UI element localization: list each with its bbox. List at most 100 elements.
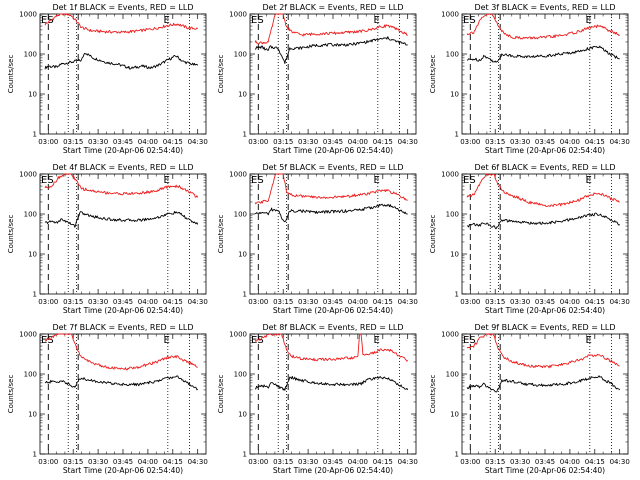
x-tick-label: 03:15 (485, 298, 505, 306)
region-start-label: ES (251, 15, 264, 26)
y-tick-label: 1000 (229, 331, 247, 339)
x-tick-label: 03:30 (298, 458, 318, 466)
x-tick-label: 04:15 (585, 138, 605, 146)
x-tick-label: 04:00 (348, 298, 368, 306)
plot-frame (461, 333, 629, 455)
y-axis-label: Counts/sec (7, 215, 15, 254)
plot-frame (39, 173, 207, 295)
x-tick-label: 03:30 (510, 138, 530, 146)
x-tick-label: 03:30 (88, 138, 108, 146)
x-tick-label: 04:15 (585, 458, 605, 466)
x-tick-label: 04:00 (348, 458, 368, 466)
panel-title: Det 1f BLACK = Events, RED = LLD (52, 3, 193, 12)
x-axis-label: Start Time (20-Apr-06 02:54:40) (63, 466, 183, 475)
y-tick-label: 100 (24, 51, 37, 59)
region-start-label: ES (41, 335, 54, 346)
y-tick-label: 1000 (229, 11, 247, 19)
region-start-label: ES (41, 15, 54, 26)
x-tick-label: 04:15 (163, 458, 183, 466)
x-tick-label: 03:00 (248, 458, 268, 466)
y-tick-label: 10 (28, 411, 37, 419)
x-tick-label: 04:00 (138, 458, 158, 466)
detector-panel-3: Det 3f BLACK = Events, RED = LLD Start Ti… (429, 3, 630, 155)
x-tick-label: 04:15 (163, 298, 183, 306)
x-tick-label: 03:15 (63, 138, 83, 146)
y-tick-label: 1 (455, 131, 459, 139)
x-tick-label: 04:30 (610, 298, 630, 306)
x-tick-label: 03:15 (273, 138, 293, 146)
region-end-label: E (585, 175, 591, 186)
y-tick-label: 100 (24, 211, 37, 219)
y-tick-label: 1 (243, 291, 247, 299)
lld-series-line (466, 333, 620, 369)
detector-panel-9: Det 9f BLACK = Events, RED = LLD Start Ti… (429, 323, 630, 475)
y-tick-label: 1000 (19, 11, 37, 19)
y-axis-label: Counts/sec (7, 55, 15, 94)
x-tick-label: 03:45 (535, 458, 555, 466)
events-series-line (466, 375, 621, 393)
x-tick-label: 04:00 (138, 298, 158, 306)
y-tick-label: 1 (33, 451, 37, 459)
panel-title: Det 3f BLACK = Events, RED = LLD (474, 3, 615, 12)
y-tick-label: 1 (243, 131, 247, 139)
y-tick-label: 10 (238, 91, 247, 99)
x-tick-label: 03:45 (535, 138, 555, 146)
events-series-line (255, 375, 409, 391)
detector-panel-5: Det 5f BLACK = Events, RED = LLD Start Ti… (217, 163, 418, 315)
y-tick-label: 100 (234, 371, 247, 379)
y-tick-label: 1000 (441, 171, 459, 179)
y-tick-label: 100 (24, 371, 37, 379)
region-end-label: E (163, 335, 169, 346)
y-axis-label: Counts/sec (429, 215, 437, 254)
plot-frame (39, 333, 207, 455)
x-tick-label: 03:00 (38, 458, 58, 466)
plot-frame (461, 173, 629, 295)
detector-panel-7: Det 7f BLACK = Events, RED = LLD Start Ti… (7, 323, 208, 475)
events-series-line (466, 212, 621, 230)
lld-series-line (254, 333, 409, 362)
y-tick-label: 10 (238, 251, 247, 259)
y-tick-label: 1 (33, 131, 37, 139)
y-tick-label: 10 (238, 411, 247, 419)
y-axis-label: Counts/sec (217, 215, 225, 254)
y-axis-label: Counts/sec (217, 375, 225, 414)
x-axis-label: Start Time (20-Apr-06 02:54:40) (63, 146, 183, 155)
x-tick-label: 04:00 (560, 298, 580, 306)
events-series-line (44, 52, 199, 70)
y-tick-label: 1000 (441, 331, 459, 339)
lld-series-line (254, 173, 408, 205)
region-end-label: E (585, 15, 591, 26)
x-tick-label: 03:45 (113, 458, 133, 466)
x-axis-label: Start Time (20-Apr-06 02:54:40) (63, 306, 183, 315)
x-tick-label: 04:15 (163, 138, 183, 146)
x-tick-label: 03:00 (460, 298, 480, 306)
events-series-line (44, 375, 198, 391)
x-tick-label: 03:00 (460, 458, 480, 466)
x-tick-label: 04:30 (188, 298, 208, 306)
x-tick-label: 03:30 (88, 458, 108, 466)
detector-panel-6: Det 6f BLACK = Events, RED = LLD Start Ti… (429, 163, 630, 315)
y-tick-label: 1000 (441, 11, 459, 19)
y-tick-label: 1 (33, 291, 37, 299)
x-tick-label: 03:00 (248, 138, 268, 146)
y-tick-label: 100 (446, 211, 459, 219)
region-end-label: E (163, 175, 169, 186)
detector-panel-8: Det 8f BLACK = Events, RED = LLD Start Ti… (217, 323, 418, 475)
region-end-label: E (373, 175, 379, 186)
plot-frame (249, 13, 417, 135)
plot-frame (249, 333, 417, 455)
y-tick-label: 10 (450, 251, 459, 259)
x-tick-label: 04:30 (188, 458, 208, 466)
y-axis-label: Counts/sec (7, 375, 15, 414)
y-tick-label: 10 (450, 411, 459, 419)
y-tick-label: 1 (243, 451, 247, 459)
region-end-label: E (163, 15, 169, 26)
x-tick-label: 03:45 (535, 298, 555, 306)
x-tick-label: 04:30 (610, 138, 630, 146)
x-tick-label: 03:45 (113, 298, 133, 306)
x-tick-label: 04:30 (398, 138, 418, 146)
x-tick-label: 03:15 (63, 458, 83, 466)
lld-series-line (466, 13, 620, 40)
x-tick-label: 04:30 (188, 138, 208, 146)
x-tick-label: 03:00 (38, 298, 58, 306)
